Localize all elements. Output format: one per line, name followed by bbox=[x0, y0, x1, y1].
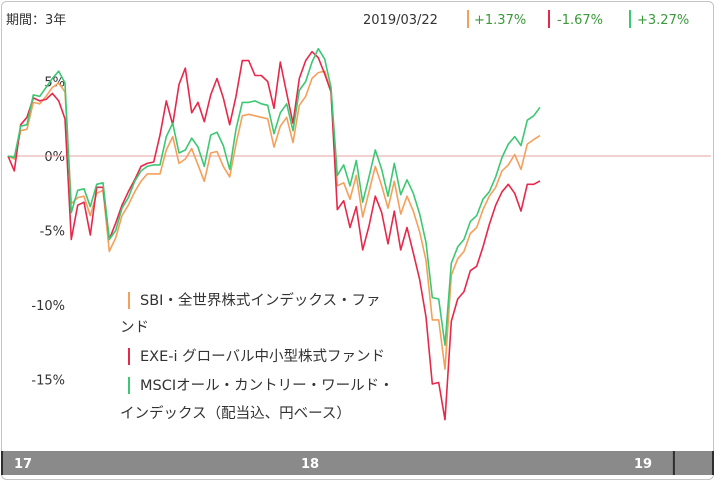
series-line-msci bbox=[7, 47, 541, 347]
y-tick-label: 0% bbox=[44, 150, 65, 165]
legend: SBI・全世界株式インデックス・ファ ンド EXE-i グローバル中小型株式ファ… bbox=[120, 291, 394, 422]
legend-marker-sbi bbox=[128, 292, 130, 309]
change-value-exei: -1.67% bbox=[557, 13, 603, 28]
x-axis-label: 19 bbox=[634, 457, 652, 472]
legend-label-msci-line1: MSCIオール・カントリー・ワールド・ bbox=[140, 378, 394, 394]
change-marker-sbi bbox=[467, 10, 469, 28]
change-marker-msci bbox=[629, 10, 631, 28]
legend-label-sbi-line1: SBI・全世界株式インデックス・ファ bbox=[140, 291, 381, 309]
change-marker-exei bbox=[548, 10, 550, 28]
y-tick-label: -15% bbox=[31, 374, 65, 389]
x-axis-label: 18 bbox=[301, 457, 319, 472]
legend-label-msci-line2: インデックス（配当込、円ベース） bbox=[120, 404, 351, 422]
x-axis-bar bbox=[2, 451, 713, 475]
y-tick-label: 5% bbox=[44, 76, 65, 91]
header-date: 2019/03/22 bbox=[363, 13, 438, 28]
change-value-sbi: +1.37% bbox=[474, 13, 526, 28]
series-layer bbox=[7, 47, 541, 421]
x-axis-label: 17 bbox=[14, 457, 32, 472]
x-axis: 17 18 19 bbox=[1, 451, 714, 475]
period-label: 期間：3年 bbox=[6, 13, 66, 28]
y-tick-label: -5% bbox=[40, 225, 65, 240]
change-value-msci: +3.27% bbox=[637, 13, 689, 28]
legend-marker-exei bbox=[128, 348, 130, 365]
legend-marker-msci bbox=[128, 377, 130, 394]
legend-label-sbi-line2: ンド bbox=[120, 320, 149, 336]
legend-label-exei: EXE-i グローバル中小型株式ファンド bbox=[140, 348, 385, 365]
y-tick-label: -10% bbox=[31, 299, 65, 314]
y-axis-ticks: 5% 0% -5% -10% -15% bbox=[31, 76, 65, 389]
series-line-exei bbox=[7, 50, 541, 421]
